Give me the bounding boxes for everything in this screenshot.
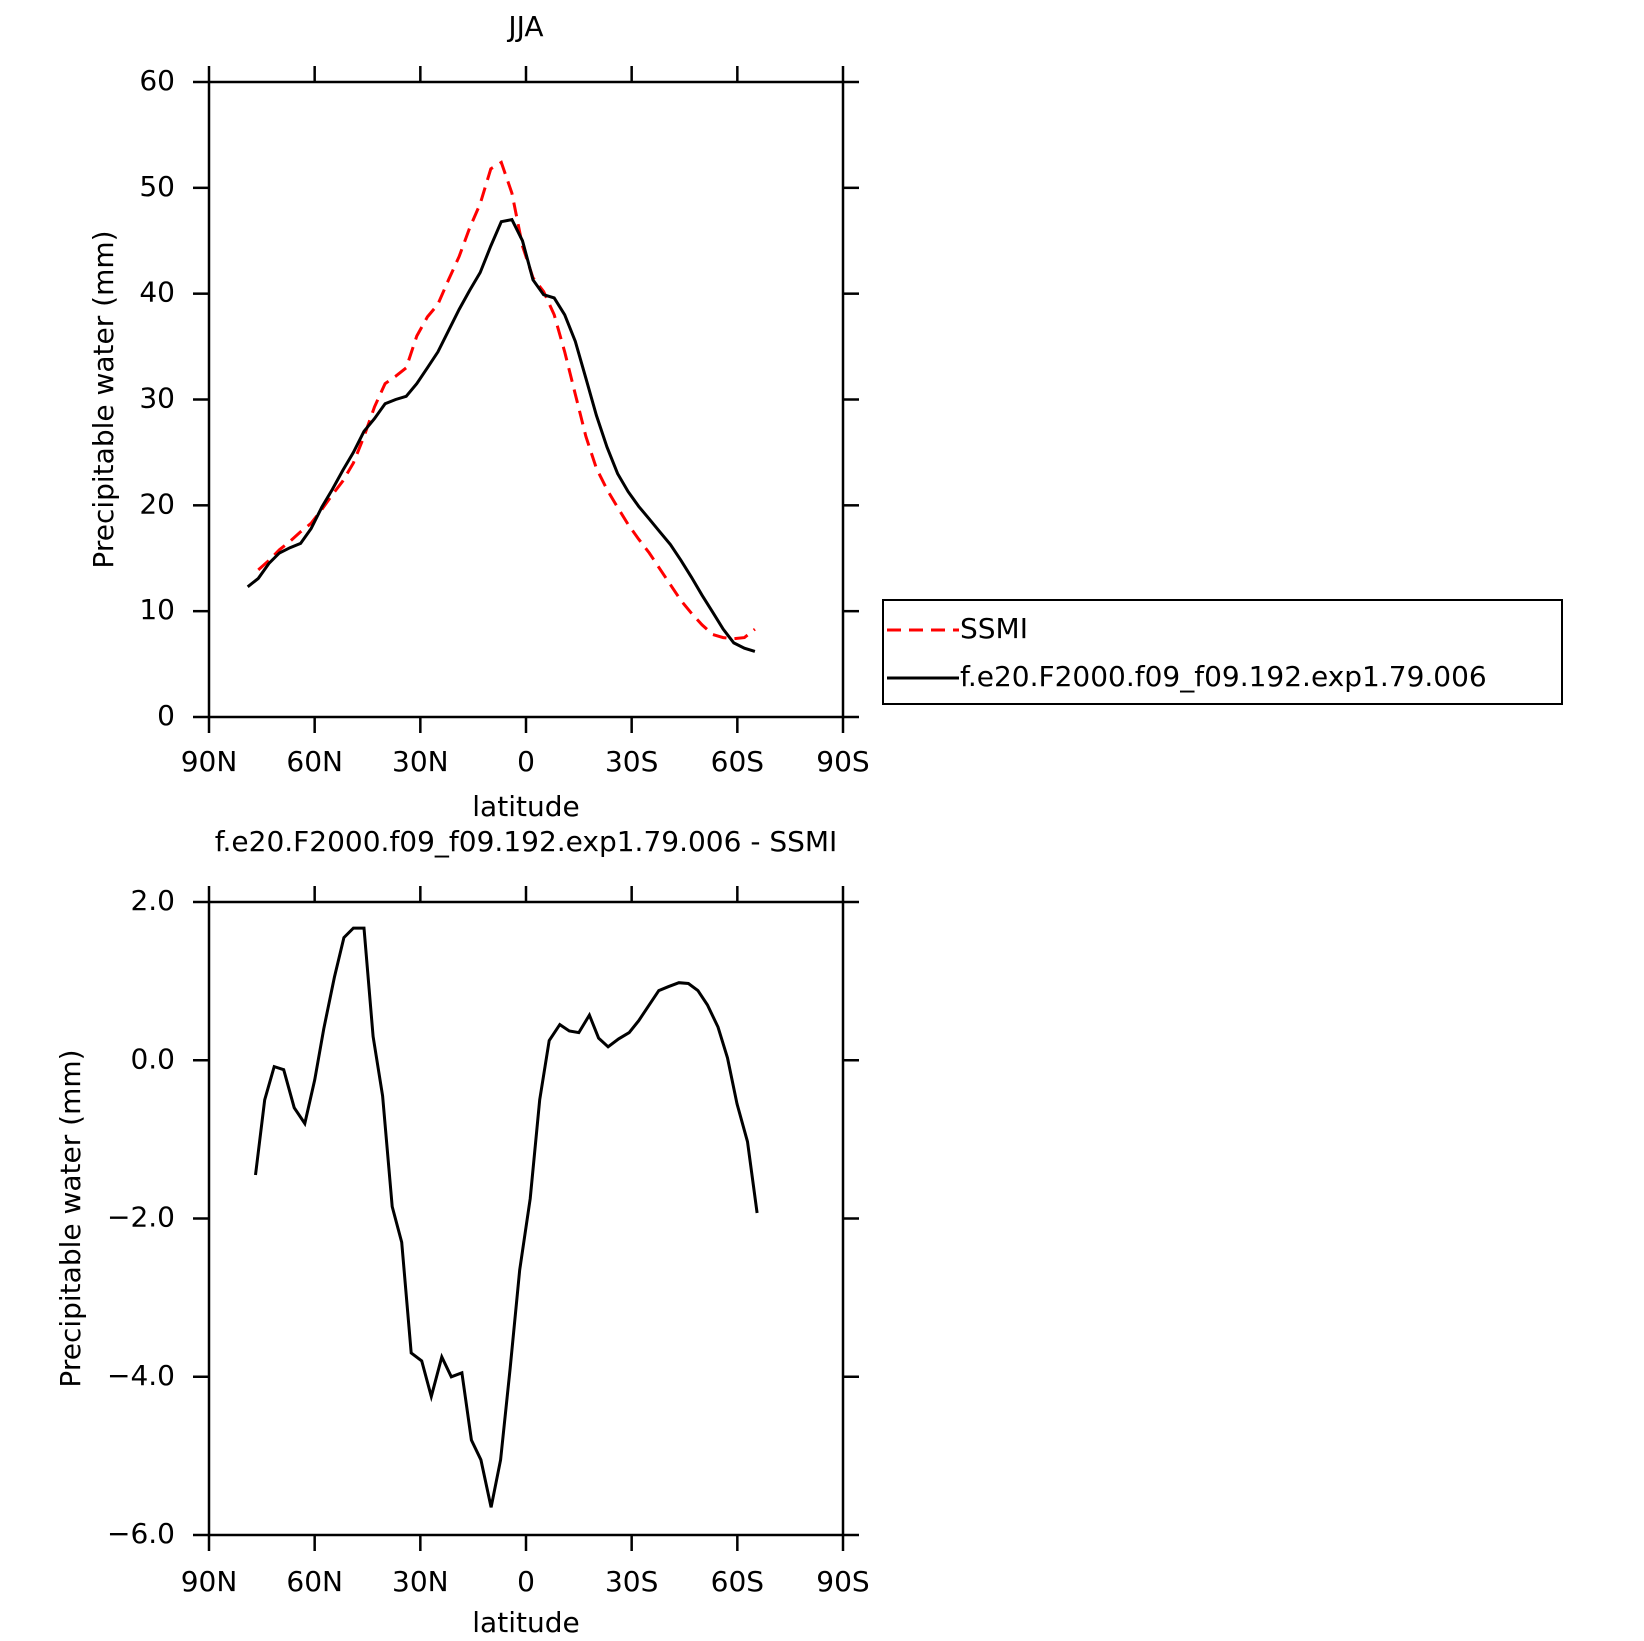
y-tick-label: 2.0 [130,884,175,917]
y-tick-label: −6.0 [107,1517,175,1550]
x-axis-label: latitude [472,790,579,823]
x-tick-label: 90S [816,1565,869,1598]
y-tick-label: 40 [139,276,175,309]
x-tick-label: 0 [517,1565,535,1598]
y-axis-label: Precipitable water (mm) [87,230,120,568]
y-tick-label: 20 [139,487,175,520]
y-tick-label: 0.0 [130,1042,175,1075]
y-tick-label: −2.0 [107,1201,175,1234]
y-axis-label: Precipitable water (mm) [54,1049,87,1387]
y-tick-label: −4.0 [107,1359,175,1392]
x-tick-label: 60N [286,745,343,778]
series-line [257,160,756,641]
x-tick-label: 0 [517,745,535,778]
x-tick-label: 30S [605,1565,658,1598]
chart-title: JJA [506,10,543,43]
x-tick-label: 90S [816,745,869,778]
y-tick-label: 30 [139,382,175,415]
x-tick-label: 90N [181,1565,238,1598]
y-tick-label: 60 [139,64,175,97]
plot-frame [207,900,845,1537]
x-tick-label: 60S [711,745,764,778]
x-axis-label: latitude [472,1606,579,1639]
series-line [254,926,759,1508]
x-tick-label: 60N [286,1565,343,1598]
x-tick-label: 60S [711,1565,764,1598]
plot-frame [207,80,845,719]
series-line [246,217,756,653]
x-tick-label: 30N [392,745,449,778]
chart-title: f.e20.F2000.f09_f09.192.exp1.79.006 - SS… [215,825,838,858]
legend-box [882,599,1563,705]
x-tick-label: 30N [392,1565,449,1598]
x-tick-label: 90N [181,745,238,778]
y-tick-label: 0 [157,699,175,732]
x-tick-label: 30S [605,745,658,778]
y-tick-label: 50 [139,170,175,203]
y-tick-label: 10 [139,593,175,626]
legend-label: SSMI [960,612,1028,645]
legend-label: f.e20.F2000.f09_f09.192.exp1.79.006 [960,660,1487,693]
